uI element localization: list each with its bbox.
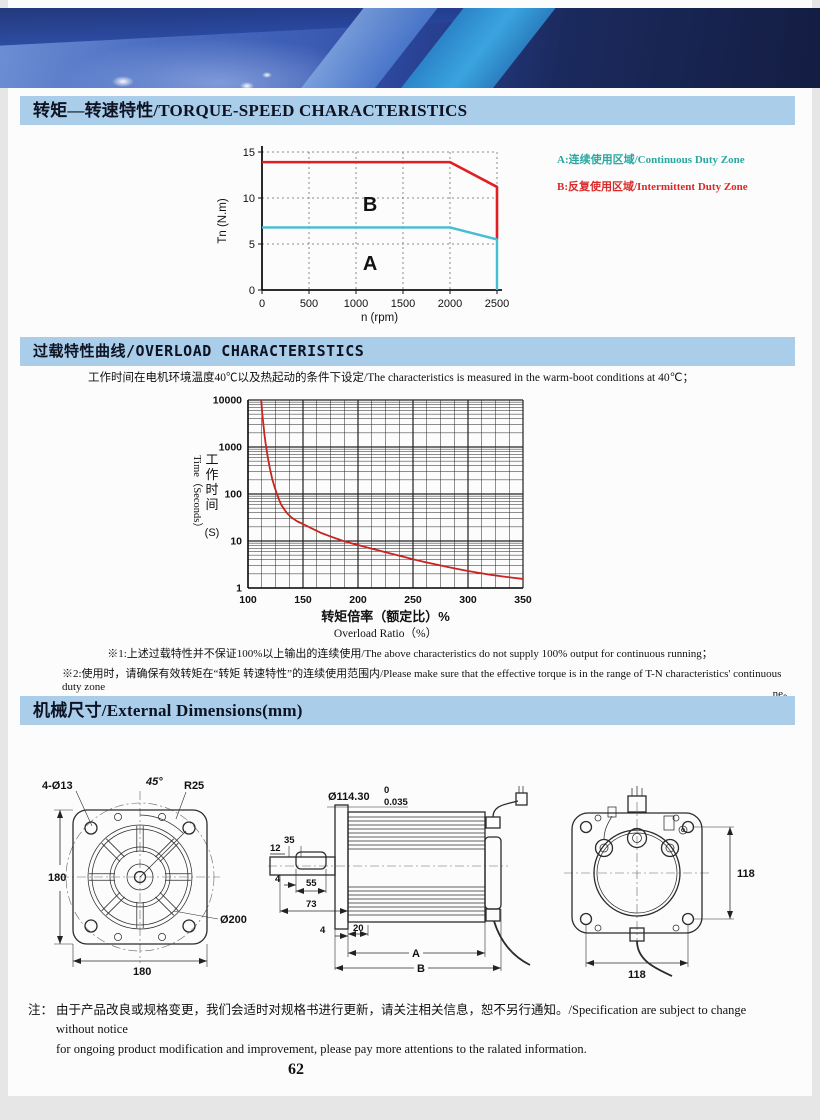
- dim-73: 73: [306, 899, 317, 910]
- svg-text:350: 350: [514, 594, 532, 606]
- shaft-hole: [133, 870, 147, 884]
- svg-text:10: 10: [243, 193, 255, 205]
- section-header-overload: 过载特性曲线/OVERLOAD CHARACTERISTICS: [20, 337, 795, 366]
- overload-note-1: ※1:上述过载特性并不保证100%以上输出的连续使用/The above cha…: [107, 648, 713, 660]
- footer-note-label: 注：: [28, 1003, 54, 1017]
- svg-text:1000: 1000: [219, 442, 243, 454]
- rear-view-drawing: 118 118: [564, 786, 755, 981]
- dim-4-flange: 4: [320, 925, 326, 936]
- banner-glint: [112, 76, 134, 87]
- svg-text:300: 300: [459, 594, 477, 606]
- footer-note-line1: 由于产品改良或规格变更，我们会适时对规格书进行更新，请关注相关信息，恕不另行通知…: [56, 1003, 747, 1037]
- svg-text:5: 5: [249, 239, 255, 251]
- page-number: 62: [288, 1061, 304, 1078]
- svg-text:A: A: [363, 253, 377, 275]
- rear-fitting: [663, 815, 675, 831]
- svg-text:500: 500: [300, 298, 318, 310]
- svg-text:B: B: [363, 194, 377, 216]
- front-view-drawing: 180 180 4-Ø13 R25 45° Ø200: [42, 776, 247, 978]
- cable-gland-bottom: [485, 908, 501, 922]
- cooling-fins-bottom: [348, 886, 485, 916]
- svg-text:150: 150: [294, 594, 312, 606]
- dim-outer-label: Ø200: [220, 914, 247, 926]
- dim-tol-sup: 0: [384, 785, 389, 796]
- rear-cover: [571, 812, 703, 934]
- svg-text:1500: 1500: [391, 298, 415, 310]
- top-cable: [492, 800, 519, 818]
- dim-height-label: 180: [48, 872, 66, 884]
- bottom-cable: [493, 920, 531, 966]
- svg-text:(S): (S): [205, 527, 220, 539]
- legend-zone-b: B:反复使用区域/Intermittent Duty Zone: [557, 181, 748, 193]
- svg-text:1: 1: [236, 583, 242, 595]
- svg-text:250: 250: [404, 594, 422, 606]
- paper-sheet: [8, 0, 812, 1096]
- section-title-overload: 过载特性曲线/OVERLOAD CHARACTERISTICS: [33, 342, 365, 360]
- dim-tol-sub: 0.035: [384, 797, 408, 808]
- cable-gland-top: [485, 816, 501, 829]
- svg-text:100: 100: [224, 489, 242, 501]
- svg-text:200: 200: [349, 594, 367, 606]
- dim-a-label: A: [412, 948, 420, 960]
- svg-text:100: 100: [239, 594, 257, 606]
- footer-note: 注： 由于产品改良或规格变更，我们会适时对规格书进行更新，请关注相关信息，恕不另…: [28, 1001, 780, 1059]
- svg-text:1000: 1000: [344, 298, 368, 310]
- dim-4-key: 4: [275, 874, 281, 885]
- svg-text:转矩倍率（额定比）%: 转矩倍率（额定比）%: [321, 609, 450, 624]
- svg-text:2500: 2500: [485, 298, 509, 310]
- section-header-dimensions: 机械尺寸/External Dimensions(mm): [20, 696, 795, 725]
- svg-text:工作时间: 工作时间: [205, 452, 218, 512]
- dim-radius-label: R25: [184, 780, 204, 792]
- overload-note-2: ※2:使用时，请确保有效转矩在“转矩 转速特性”的连续使用范围内/Please …: [62, 668, 782, 693]
- connector-plug: [515, 792, 528, 806]
- svg-text:0: 0: [249, 285, 255, 297]
- rear-small-plug: [607, 806, 617, 818]
- torque-speed-legend: A:连续使用区域/Continuous Duty Zone B:反复使用区域/I…: [557, 151, 748, 205]
- cooling-fins-top: [348, 816, 485, 850]
- side-view-drawing: Ø114.30 0 0.035 35 12 4 55 73 4 20 A B: [268, 785, 531, 975]
- banner-glint: [240, 82, 254, 88]
- fan-spokes: [89, 826, 191, 928]
- svg-text:Time（Seconds）: Time（Seconds）: [191, 455, 203, 533]
- torque-speed-chart: 0 5 10 15 0 500 1000 1500 2000 2500 n (rpm) Tn (N.m…: [217, 146, 509, 324]
- dim-angle-label: 45°: [145, 776, 163, 788]
- flange-outline-circle: [65, 802, 215, 952]
- flange-plate: [334, 804, 349, 930]
- svg-text:n (rpm): n (rpm): [361, 312, 398, 324]
- svg-text:2000: 2000: [438, 298, 462, 310]
- svg-text:10: 10: [230, 536, 242, 548]
- motor-square-body: [72, 809, 208, 945]
- dim-holes-label: 4-Ø13: [42, 780, 73, 792]
- svg-text:15: 15: [243, 147, 255, 159]
- legend-zone-a: A:连续使用区域/Continuous Duty Zone: [557, 154, 745, 166]
- dim-12: 12: [270, 843, 281, 854]
- svg-text:Tn (N.m): Tn (N.m): [217, 198, 229, 244]
- dim-shaft-dia-label: Ø114.30: [328, 791, 370, 803]
- rear-center-circle: [593, 829, 681, 917]
- section-header-torque-speed: 转矩—转速特性/TORQUE-SPEED CHARACTERISTICS: [20, 96, 795, 125]
- svg-text:10000: 10000: [213, 395, 242, 407]
- svg-text:Overload Ratio（%）: Overload Ratio（%）: [334, 627, 437, 640]
- dim-35: 35: [284, 835, 295, 846]
- motor-body: [347, 811, 486, 923]
- svg-text:0: 0: [259, 298, 265, 310]
- dim-width-label: 180: [133, 966, 151, 978]
- terminal-box: [484, 836, 502, 910]
- section-title-torque-speed: 转矩—转速特性/TORQUE-SPEED CHARACTERISTICS: [33, 101, 468, 120]
- header-banner-graphic: [0, 8, 820, 88]
- shaft-key: [295, 851, 327, 870]
- footer-note-line2: for ongoing product modification and imp…: [56, 1041, 587, 1056]
- dim-b-label: B: [417, 963, 425, 975]
- banner-glint: [262, 72, 272, 78]
- rear-dim-width: 118: [628, 969, 646, 981]
- overload-chart: 1 10 100 1000 10000 100 150 200 250 300 350 转矩倍率（额定…: [191, 395, 532, 641]
- mounting-holes: [84, 813, 196, 941]
- dim-20: 20: [353, 923, 364, 934]
- section-title-dimensions: 机械尺寸/External Dimensions(mm): [33, 701, 303, 720]
- dim-55: 55: [306, 878, 317, 889]
- rear-dim-height: 118: [737, 868, 755, 880]
- shaft: [269, 856, 336, 876]
- overload-subtitle: 工作时间在电机环境温度40℃以及热起动的条件下设定/The characteri…: [88, 372, 695, 384]
